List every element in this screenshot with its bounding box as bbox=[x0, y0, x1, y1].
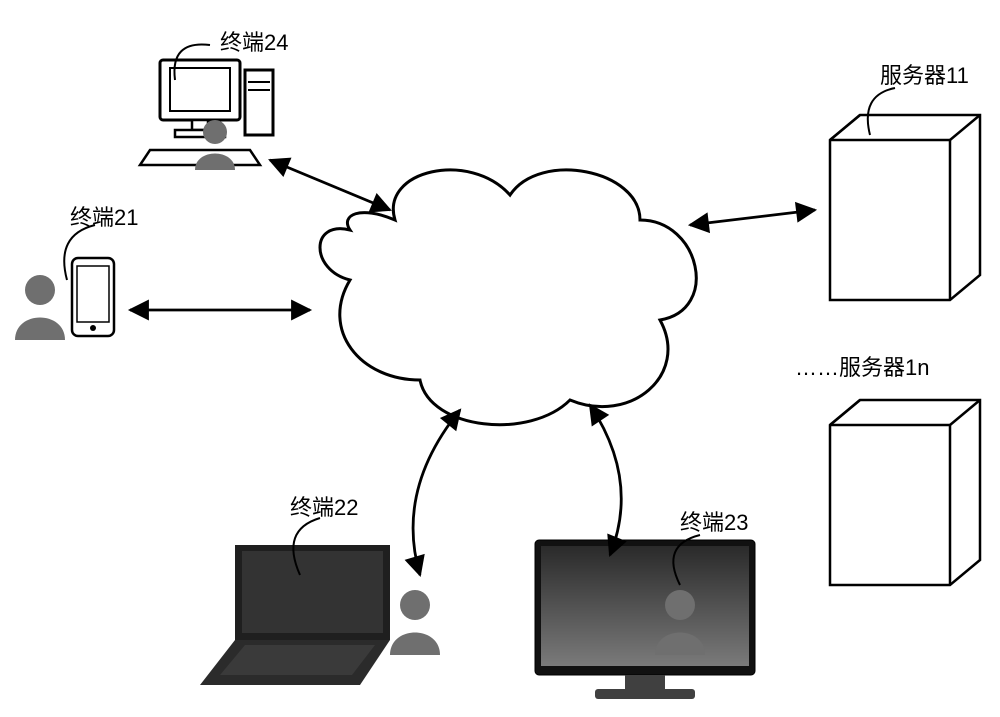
edge-t22-net bbox=[413, 410, 460, 575]
diagram-canvas: 网络 服务器11 ……服务器1n 终端24 终端21 终端22 终端23 bbox=[0, 0, 1000, 717]
terminal22-laptop-icon bbox=[200, 545, 390, 685]
edge-t23-net bbox=[590, 405, 621, 555]
callouts bbox=[64, 44, 895, 585]
terminal21-phone-icon bbox=[72, 258, 114, 336]
terminal22-label: 终端22 bbox=[290, 490, 358, 522]
terminal23-label: 终端23 bbox=[680, 505, 748, 537]
server11-label: 服务器11 bbox=[880, 58, 969, 90]
server1n-label-group: ……服务器1n bbox=[795, 350, 929, 382]
terminal24-icon bbox=[140, 60, 273, 165]
server1n-icon bbox=[830, 400, 980, 585]
edge-s11-net bbox=[690, 210, 815, 225]
terminal24-label: 终端24 bbox=[220, 25, 288, 57]
terminal23-user-icon bbox=[655, 590, 705, 655]
terminal22-user-icon bbox=[390, 590, 440, 655]
terminal23-monitor-icon bbox=[535, 540, 755, 699]
cloud-icon bbox=[320, 170, 696, 425]
cloud-label: 网络 bbox=[460, 256, 504, 288]
server11-icon bbox=[830, 115, 980, 300]
terminal21-user-icon bbox=[15, 275, 65, 340]
terminal21-label: 终端21 bbox=[70, 200, 138, 232]
edge-t24-net bbox=[270, 160, 390, 210]
server1n-label: 服务器1n bbox=[839, 355, 929, 380]
terminal24-user-icon bbox=[195, 120, 235, 170]
server1n-ellipsis: …… bbox=[795, 355, 839, 380]
